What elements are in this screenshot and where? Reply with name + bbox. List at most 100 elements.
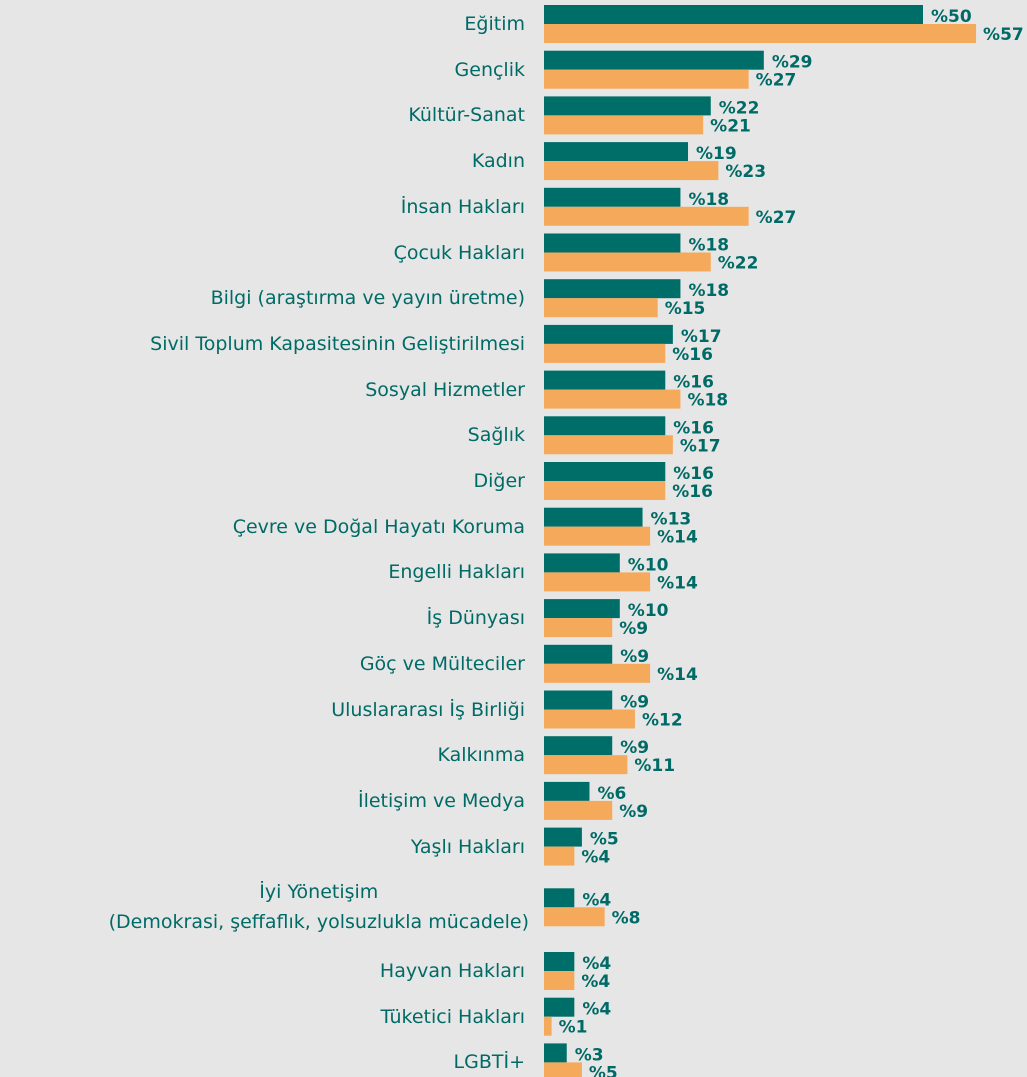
- value-label: %9: [619, 619, 648, 639]
- category-label: Gençlik: [454, 58, 525, 81]
- value-label: %9: [620, 647, 649, 667]
- value-label: %18: [688, 190, 729, 210]
- bar: [544, 370, 666, 390]
- value-label: %15: [665, 299, 706, 319]
- value-label: %18: [687, 391, 728, 411]
- value-label: %13: [651, 510, 692, 530]
- category-label: Sosyal Hizmetler: [365, 378, 525, 401]
- value-label: %8: [612, 908, 641, 928]
- value-label: %27: [756, 71, 797, 91]
- category-label: Tüketici Hakları: [380, 1005, 526, 1028]
- bar: [544, 389, 681, 409]
- bar: [544, 233, 681, 253]
- value-label: %4: [582, 890, 611, 910]
- value-label: %22: [718, 254, 759, 274]
- value-label: %29: [772, 53, 813, 73]
- value-label: %10: [628, 601, 669, 621]
- value-label: %4: [582, 954, 611, 974]
- bar: [544, 599, 620, 619]
- bar: [544, 827, 582, 847]
- bar: [544, 709, 635, 729]
- value-label: %10: [628, 555, 669, 575]
- category-label: Engelli Hakları: [388, 561, 525, 584]
- bar: [544, 5, 923, 24]
- bar: [544, 952, 575, 971]
- bar: [544, 96, 711, 116]
- category-label: LGBTİ+: [453, 1051, 525, 1074]
- value-label: %18: [688, 281, 729, 301]
- value-label: %9: [620, 738, 649, 758]
- bar: [544, 888, 575, 908]
- category-label: Kadın: [471, 150, 525, 173]
- category-label: İletişim ve Medya: [357, 789, 525, 812]
- value-label: %14: [657, 573, 698, 593]
- category-label: Diğer: [473, 470, 525, 492]
- bar: [544, 343, 666, 363]
- value-label: %16: [673, 418, 714, 438]
- bar: [544, 324, 673, 344]
- value-label: %14: [657, 528, 698, 548]
- bar: [544, 298, 658, 318]
- category-label: İnsan Hakları: [400, 195, 525, 218]
- bar: [544, 971, 575, 990]
- category-label: Yaşlı Hakları: [410, 835, 525, 858]
- bar: [544, 663, 651, 683]
- category-label: Uluslararası İş Birliği: [331, 698, 525, 721]
- category-label: Göç ve Mülteciler: [359, 652, 525, 675]
- value-label: %4: [581, 972, 610, 992]
- value-label: %57: [983, 25, 1024, 45]
- value-label: %16: [672, 345, 713, 365]
- bar: [544, 1043, 567, 1063]
- value-label: %50: [931, 7, 972, 27]
- category-label: Kalkınma: [437, 744, 525, 767]
- bar: [544, 846, 575, 866]
- bar: [544, 618, 613, 638]
- value-label: %4: [581, 848, 610, 868]
- value-label: %17: [681, 327, 722, 347]
- value-label: %14: [657, 665, 698, 685]
- bar: [544, 800, 613, 820]
- value-label: %22: [719, 98, 760, 118]
- category-label: Bilgi (araştırma ve yayın üretme): [210, 287, 525, 310]
- value-label: %4: [582, 1000, 611, 1020]
- value-label: %16: [673, 373, 714, 393]
- value-label: %16: [673, 464, 714, 484]
- bar: [544, 279, 681, 299]
- bar: [544, 69, 749, 89]
- value-label: %18: [688, 236, 729, 256]
- bar: [544, 435, 673, 455]
- value-label: %9: [620, 693, 649, 713]
- value-label: %5: [589, 1063, 618, 1077]
- bar: [544, 206, 749, 226]
- category-label: Çevre ve Doğal Hayatı Koruma: [232, 515, 525, 538]
- bar: [544, 526, 651, 546]
- category-label: Kültür-Sanat: [408, 104, 525, 127]
- bar: [544, 161, 719, 181]
- bar: [544, 997, 575, 1017]
- value-label: %27: [756, 208, 797, 228]
- bar: [544, 115, 704, 135]
- category-label: İyi Yönetişim (Demokrasi, şeffaflık, yol…: [108, 881, 529, 934]
- category-label: Eğitim: [464, 13, 525, 35]
- bar: [544, 187, 681, 207]
- value-label: %23: [725, 162, 766, 182]
- category-label: Sağlık: [467, 424, 525, 447]
- bar: [544, 252, 711, 272]
- value-label: %19: [696, 144, 737, 164]
- bar: [544, 462, 666, 481]
- value-label: %1: [559, 1018, 588, 1038]
- bar: [544, 644, 613, 664]
- value-label: %11: [634, 756, 675, 776]
- category-label: Çocuk Hakları: [393, 241, 525, 264]
- value-label: %21: [710, 116, 751, 136]
- bar: [544, 24, 977, 43]
- bar: [544, 553, 620, 573]
- bar: [544, 50, 764, 70]
- category-label: Hayvan Hakları: [379, 960, 525, 982]
- value-label: %3: [575, 1045, 604, 1065]
- bar: [544, 1062, 582, 1077]
- value-label: %16: [672, 482, 713, 502]
- bar: [544, 736, 613, 756]
